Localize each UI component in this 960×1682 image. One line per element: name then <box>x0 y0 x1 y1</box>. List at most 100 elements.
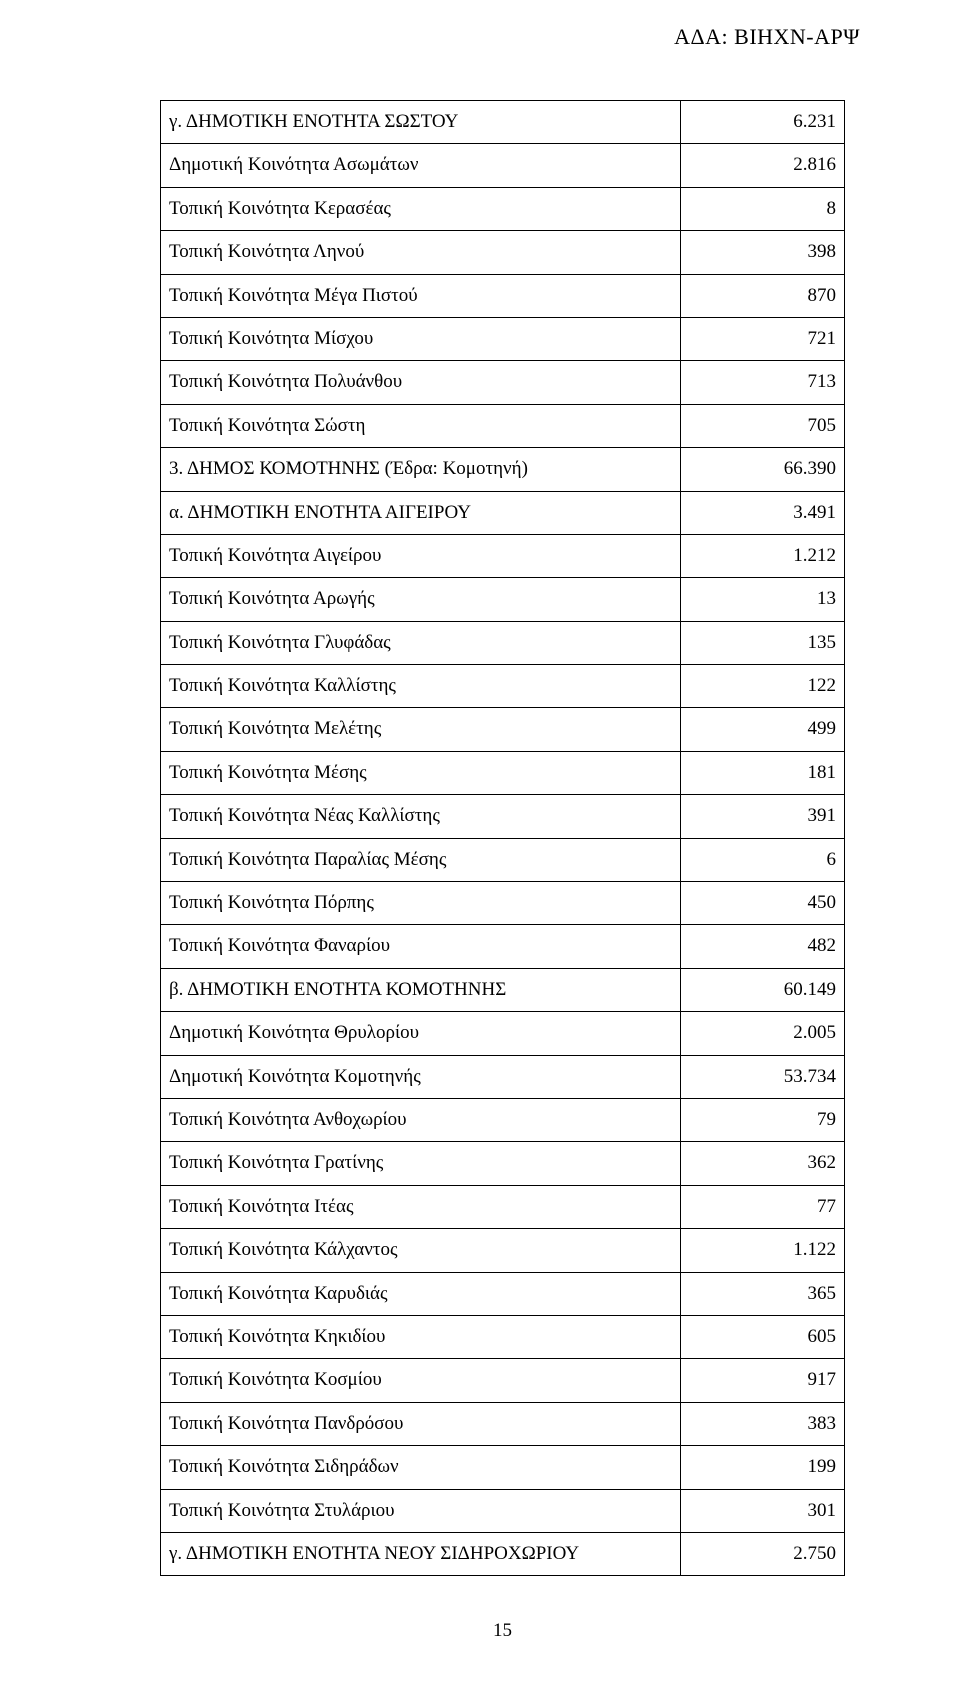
header-code: ΑΔΑ: ΒΙΗΧΝ-ΑΡΨ <box>674 24 860 50</box>
table-row: Τοπική Κοινότητα Ληνού398 <box>161 231 845 274</box>
row-label: Τοπική Κοινότητα Νέας Καλλίστης <box>161 795 681 838</box>
data-table: γ. ΔΗΜΟΤΙΚΗ ΕΝΟΤΗΤΑ ΣΩΣΤΟΥ6.231Δημοτική … <box>160 100 845 1576</box>
table-row: Τοπική Κοινότητα Αρωγής13 <box>161 578 845 621</box>
row-value: 482 <box>680 925 844 968</box>
table-row: Τοπική Κοινότητα Στυλάριου301 <box>161 1489 845 1532</box>
row-value: 870 <box>680 274 844 317</box>
row-label: Τοπική Κοινότητα Καρυδιάς <box>161 1272 681 1315</box>
table-row: γ. ΔΗΜΟΤΙΚΗ ΕΝΟΤΗΤΑ ΣΩΣΤΟΥ6.231 <box>161 101 845 144</box>
table-row: Δημοτική Κοινότητα Θρυλορίου2.005 <box>161 1012 845 1055</box>
row-label: Τοπική Κοινότητα Μίσχου <box>161 317 681 360</box>
row-label: Τοπική Κοινότητα Πολυάνθου <box>161 361 681 404</box>
row-label: Τοπική Κοινότητα Καλλίστης <box>161 665 681 708</box>
row-value: 79 <box>680 1098 844 1141</box>
row-value: 2.750 <box>680 1532 844 1575</box>
row-value: 301 <box>680 1489 844 1532</box>
table-row: Δημοτική Κοινότητα Κομοτηνής53.734 <box>161 1055 845 1098</box>
row-label: Τοπική Κοινότητα Φαναρίου <box>161 925 681 968</box>
table-row: Τοπική Κοινότητα Νέας Καλλίστης391 <box>161 795 845 838</box>
row-value: 2.816 <box>680 144 844 187</box>
row-label: Τοπική Κοινότητα Ιτέας <box>161 1185 681 1228</box>
row-label: Τοπική Κοινότητα Στυλάριου <box>161 1489 681 1532</box>
table-row: Τοπική Κοινότητα Κάλχαντος1.122 <box>161 1229 845 1272</box>
table-row: Τοπική Κοινότητα Σιδηράδων199 <box>161 1446 845 1489</box>
row-label: Τοπική Κοινότητα Κερασέας <box>161 187 681 230</box>
table-row: γ. ΔΗΜΟΤΙΚΗ ΕΝΟΤΗΤΑ ΝΕΟΥ ΣΙΔΗΡΟΧΩΡΙΟΥ2.7… <box>161 1532 845 1575</box>
table-row: Τοπική Κοινότητα Σώστη705 <box>161 404 845 447</box>
table-row: α. ΔΗΜΟΤΙΚΗ ΕΝΟΤΗΤΑ ΑΙΓΕΙΡΟΥ3.491 <box>161 491 845 534</box>
table-row: Τοπική Κοινότητα Κηκιδίου605 <box>161 1315 845 1358</box>
table-row: Τοπική Κοινότητα Μελέτης499 <box>161 708 845 751</box>
row-label: Τοπική Κοινότητα Κηκιδίου <box>161 1315 681 1358</box>
row-value: 60.149 <box>680 968 844 1011</box>
row-label: Τοπική Κοινότητα Πανδρόσου <box>161 1402 681 1445</box>
table-row: Τοπική Κοινότητα Ανθοχωρίου79 <box>161 1098 845 1141</box>
table-row: Τοπική Κοινότητα Μίσχου721 <box>161 317 845 360</box>
table-row: Τοπική Κοινότητα Πολυάνθου713 <box>161 361 845 404</box>
table-row: Τοπική Κοινότητα Καλλίστης122 <box>161 665 845 708</box>
row-value: 6.231 <box>680 101 844 144</box>
table-row: Τοπική Κοινότητα Κερασέας8 <box>161 187 845 230</box>
row-value: 450 <box>680 882 844 925</box>
row-value: 181 <box>680 751 844 794</box>
row-value: 398 <box>680 231 844 274</box>
row-value: 53.734 <box>680 1055 844 1098</box>
row-label: Τοπική Κοινότητα Παραλίας Μέσης <box>161 838 681 881</box>
row-value: 3.491 <box>680 491 844 534</box>
row-label: Τοπική Κοινότητα Ανθοχωρίου <box>161 1098 681 1141</box>
row-value: 705 <box>680 404 844 447</box>
table-row: 3. ΔΗΜΟΣ ΚΟΜΟΤΗΝΗΣ (Έδρα: Κομοτηνή)66.39… <box>161 448 845 491</box>
row-label: α. ΔΗΜΟΤΙΚΗ ΕΝΟΤΗΤΑ ΑΙΓΕΙΡΟΥ <box>161 491 681 534</box>
row-value: 713 <box>680 361 844 404</box>
table-row: Δημοτική Κοινότητα Ασωμάτων2.816 <box>161 144 845 187</box>
row-value: 365 <box>680 1272 844 1315</box>
row-label: Τοπική Κοινότητα Πόρπης <box>161 882 681 925</box>
table-row: Τοπική Κοινότητα Ιτέας77 <box>161 1185 845 1228</box>
row-value: 66.390 <box>680 448 844 491</box>
row-value: 383 <box>680 1402 844 1445</box>
table-row: Τοπική Κοινότητα Παραλίας Μέσης6 <box>161 838 845 881</box>
row-value: 362 <box>680 1142 844 1185</box>
row-value: 917 <box>680 1359 844 1402</box>
row-label: Τοπική Κοινότητα Αιγείρου <box>161 534 681 577</box>
table-row: β. ΔΗΜΟΤΙΚΗ ΕΝΟΤΗΤΑ ΚΟΜΟΤΗΝΗΣ60.149 <box>161 968 845 1011</box>
row-value: 499 <box>680 708 844 751</box>
row-label: Τοπική Κοινότητα Αρωγής <box>161 578 681 621</box>
row-label: 3. ΔΗΜΟΣ ΚΟΜΟΤΗΝΗΣ (Έδρα: Κομοτηνή) <box>161 448 681 491</box>
row-label: Δημοτική Κοινότητα Θρυλορίου <box>161 1012 681 1055</box>
page-number: 15 <box>160 1620 845 1642</box>
row-label: β. ΔΗΜΟΤΙΚΗ ΕΝΟΤΗΤΑ ΚΟΜΟΤΗΝΗΣ <box>161 968 681 1011</box>
row-label: Τοπική Κοινότητα Ληνού <box>161 231 681 274</box>
row-label: Τοπική Κοινότητα Σώστη <box>161 404 681 447</box>
row-value: 1.122 <box>680 1229 844 1272</box>
row-label: γ. ΔΗΜΟΤΙΚΗ ΕΝΟΤΗΤΑ ΝΕΟΥ ΣΙΔΗΡΟΧΩΡΙΟΥ <box>161 1532 681 1575</box>
row-label: Τοπική Κοινότητα Σιδηράδων <box>161 1446 681 1489</box>
row-value: 13 <box>680 578 844 621</box>
row-value: 605 <box>680 1315 844 1358</box>
table-row: Τοπική Κοινότητα Μέσης181 <box>161 751 845 794</box>
row-label: Τοπική Κοινότητα Γλυφάδας <box>161 621 681 664</box>
row-label: Τοπική Κοινότητα Μέσης <box>161 751 681 794</box>
row-label: Δημοτική Κοινότητα Κομοτηνής <box>161 1055 681 1098</box>
row-value: 391 <box>680 795 844 838</box>
row-value: 1.212 <box>680 534 844 577</box>
table-row: Τοπική Κοινότητα Φαναρίου482 <box>161 925 845 968</box>
row-label: Τοπική Κοινότητα Κάλχαντος <box>161 1229 681 1272</box>
row-value: 8 <box>680 187 844 230</box>
row-value: 721 <box>680 317 844 360</box>
row-label: Τοπική Κοινότητα Μέγα Πιστού <box>161 274 681 317</box>
table-row: Τοπική Κοινότητα Μέγα Πιστού870 <box>161 274 845 317</box>
row-label: Τοπική Κοινότητα Κοσμίου <box>161 1359 681 1402</box>
table-row: Τοπική Κοινότητα Γλυφάδας135 <box>161 621 845 664</box>
row-value: 199 <box>680 1446 844 1489</box>
row-value: 6 <box>680 838 844 881</box>
row-label: γ. ΔΗΜΟΤΙΚΗ ΕΝΟΤΗΤΑ ΣΩΣΤΟΥ <box>161 101 681 144</box>
table-row: Τοπική Κοινότητα Πόρπης450 <box>161 882 845 925</box>
row-value: 135 <box>680 621 844 664</box>
row-label: Τοπική Κοινότητα Μελέτης <box>161 708 681 751</box>
page: ΑΔΑ: ΒΙΗΧΝ-ΑΡΨ γ. ΔΗΜΟΤΙΚΗ ΕΝΟΤΗΤΑ ΣΩΣΤΟ… <box>0 0 960 1682</box>
table-row: Τοπική Κοινότητα Αιγείρου1.212 <box>161 534 845 577</box>
row-value: 2.005 <box>680 1012 844 1055</box>
table-row: Τοπική Κοινότητα Καρυδιάς365 <box>161 1272 845 1315</box>
table-row: Τοπική Κοινότητα Πανδρόσου383 <box>161 1402 845 1445</box>
